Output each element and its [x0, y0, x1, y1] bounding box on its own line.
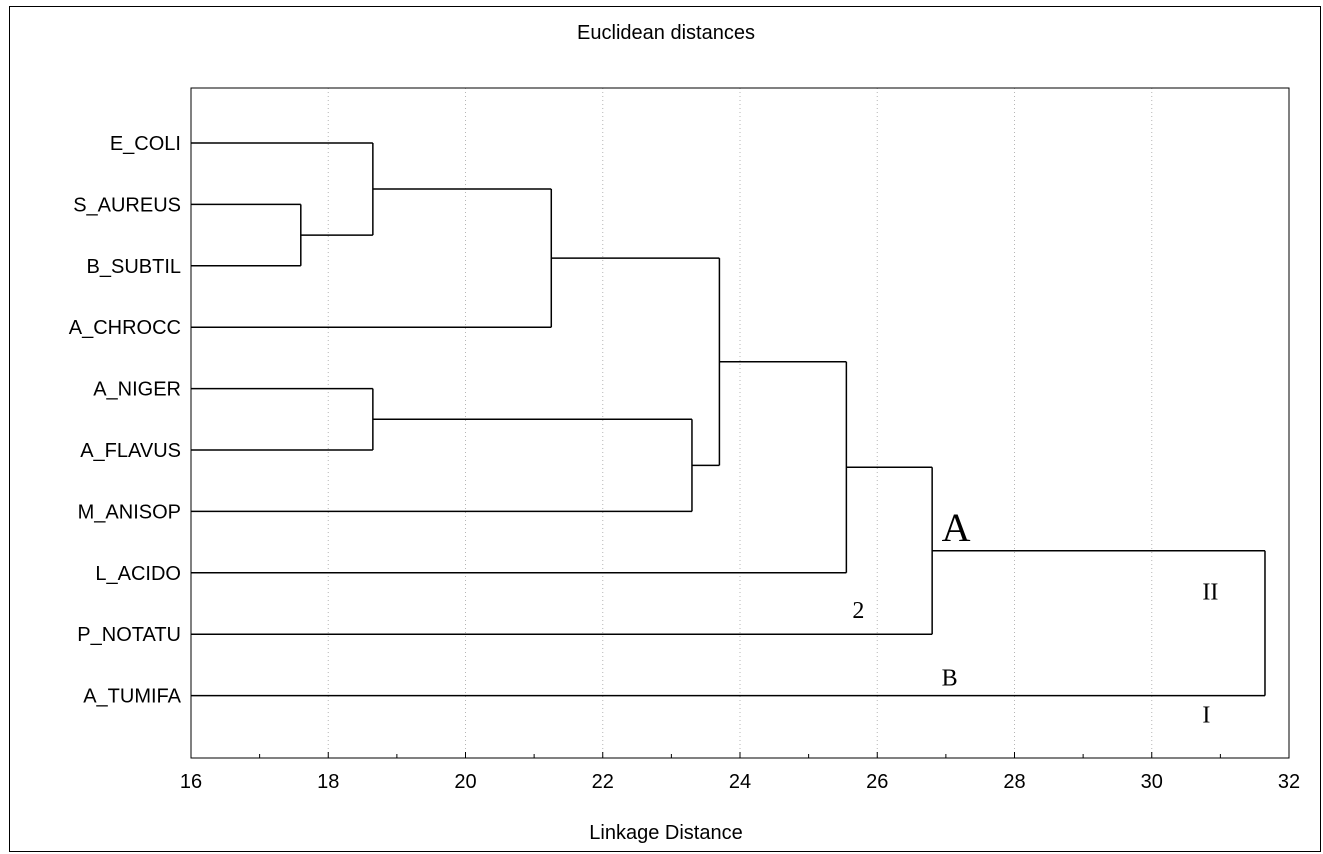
leaf-label: A_NIGER — [93, 379, 181, 401]
x-tick-label: 26 — [866, 771, 888, 793]
chart-frame: Euclidean distances Linkage Distance 16 1… — [9, 6, 1321, 852]
annotation-label: 2 — [852, 598, 864, 624]
leaf-labels: E_COLI S_AUREUS B_SUBTIL A_CHROCC A_NIGER A_F… — [69, 133, 182, 708]
leaf-label: B_SUBTIL — [87, 256, 181, 278]
annotation-label: II — [1202, 580, 1218, 606]
leaf-label: A_CHROCC — [69, 317, 181, 339]
x-tick-label: 28 — [1003, 771, 1025, 793]
leaf-label: A_TUMIFA — [83, 686, 181, 708]
x-tick-label: 18 — [317, 771, 339, 793]
dendrogram-branches — [191, 142, 1266, 697]
leaf-label: M_ANISOP — [78, 501, 181, 523]
annotation-label: B — [942, 666, 958, 692]
leaf-label: P_NOTATU — [77, 624, 181, 646]
annotation-label: A — [942, 505, 971, 550]
annotation-label: I — [1202, 702, 1210, 728]
x-axis-ticks: 16 18 20 22 24 26 28 30 32 — [180, 752, 1300, 793]
x-tick-label: 16 — [180, 771, 202, 793]
dendrogram-chart: Euclidean distances Linkage Distance 16 1… — [69, 22, 1300, 844]
x-axis-label: Linkage Distance — [589, 822, 742, 844]
x-tick-label: 24 — [729, 771, 751, 793]
leaf-label: E_COLI — [110, 133, 181, 155]
x-tick-label: 30 — [1141, 771, 1163, 793]
x-tick-label: 32 — [1278, 771, 1300, 793]
x-tick-label: 22 — [592, 771, 614, 793]
chart-title: Euclidean distances — [577, 22, 755, 44]
leaf-label: S_AUREUS — [73, 194, 181, 216]
leaf-label: L_ACIDO — [95, 563, 181, 585]
x-tick-label: 20 — [454, 771, 476, 793]
leaf-label: A_FLAVUS — [80, 440, 181, 462]
